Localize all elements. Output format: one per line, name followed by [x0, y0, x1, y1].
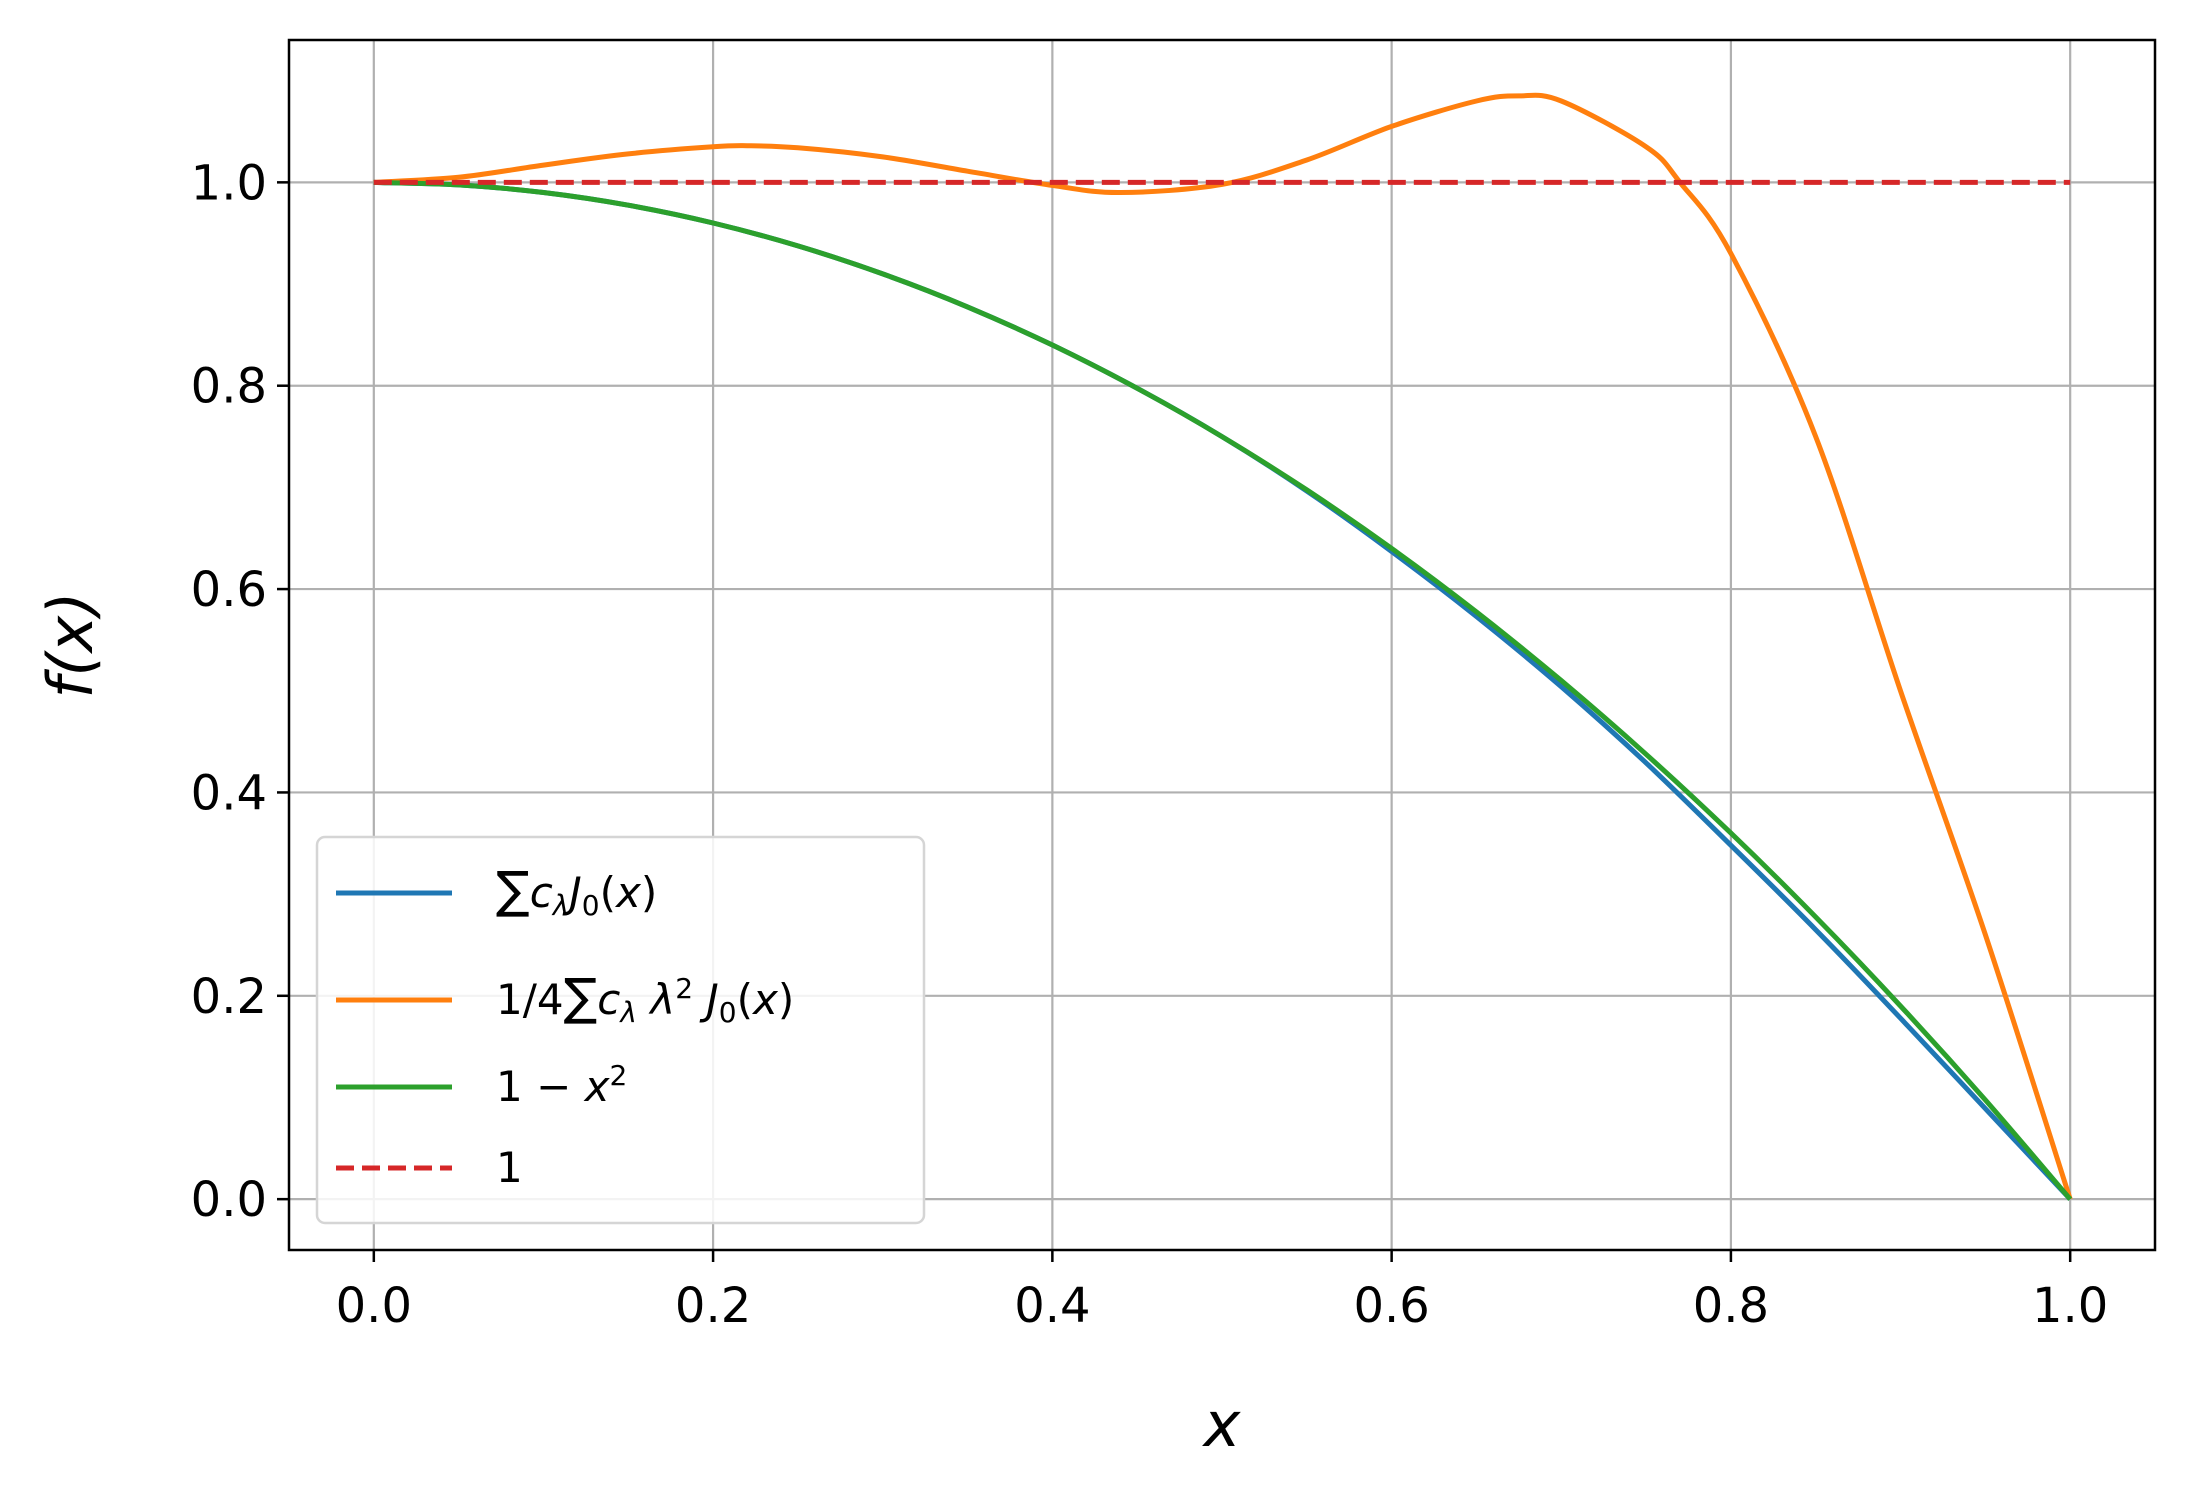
legend-entry-sum-j0: ∑cλJ0(x)	[336, 861, 657, 922]
legend-entry-one-minus-x2: 1 − x2	[336, 1059, 627, 1111]
y-tick-label: 0.2	[191, 969, 267, 1025]
y-tick-label: 0.6	[191, 562, 267, 618]
x-tick-label: 0.8	[1693, 1278, 1769, 1334]
x-tick-label: 0.4	[1014, 1278, 1090, 1334]
legend: ∑cλJ0(x) 1/4∑cλ λ2 J0(x) 1 − x2 1	[315, 835, 926, 1225]
x-tick-label: 0.6	[1353, 1278, 1429, 1334]
legend-box	[315, 835, 926, 1225]
legend-entry-one: 1	[336, 1143, 523, 1192]
x-tick-label: 0.0	[336, 1278, 412, 1334]
y-tick-label: 0.0	[191, 1172, 267, 1228]
x-tick-label: 0.2	[675, 1278, 751, 1334]
x-axis-label: x	[1202, 1388, 1242, 1461]
legend-label-sum-j0: ∑cλJ0(x)	[496, 861, 657, 922]
axis-ticks: 0.0 0.2 0.4 0.6 0.8 1.0 0.0 0.2 0.4 0.6 0.8 1.0	[191, 155, 2109, 1334]
legend-label-quarter-sum: 1/4∑cλ λ2 J0(x)	[496, 968, 794, 1029]
series-line-quarter-sum	[373, 92, 2073, 1200]
legend-entry-quarter-sum: 1/4∑cλ λ2 J0(x)	[336, 968, 794, 1029]
legend-label-one: 1	[496, 1143, 523, 1192]
x-tick-label: 1.0	[2032, 1278, 2108, 1334]
legend-label-one-minus-x2: 1 − x2	[496, 1059, 627, 1111]
y-tick-label: 1.0	[191, 155, 267, 211]
y-tick-label: 0.4	[191, 765, 267, 821]
series-line-one-minus-x2	[373, 179, 2073, 1201]
y-axis-label: f(x)	[34, 592, 107, 699]
series-lines	[373, 92, 2073, 1201]
y-tick-label: 0.8	[191, 359, 267, 415]
plot-frame	[287, 38, 2157, 1252]
